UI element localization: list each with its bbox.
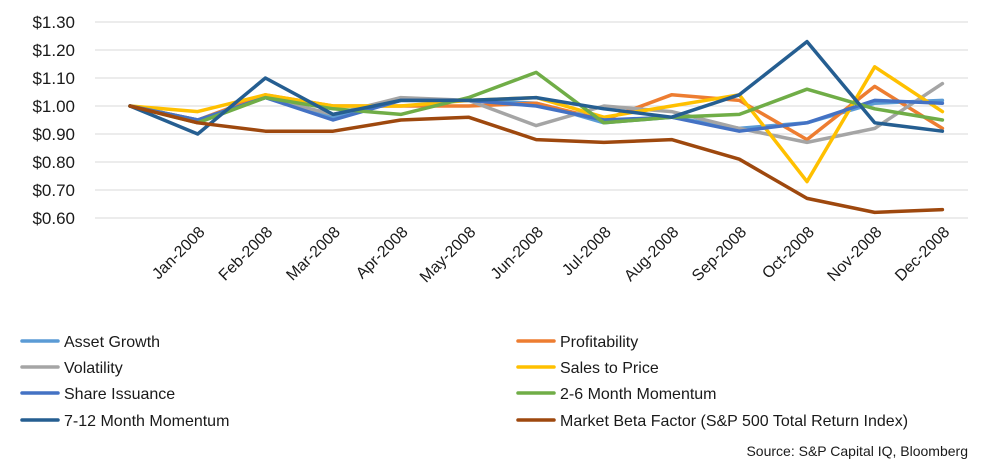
y-tick-label: $1.00: [32, 97, 75, 116]
legend-entry-label: 7-12 Month Momentum: [64, 413, 229, 430]
series-line-2-6-month-momentum: [128, 70, 945, 125]
gridlines: [95, 21, 968, 219]
y-tick-label: $0.60: [32, 209, 75, 228]
x-tick-label: Dec-2008: [892, 224, 953, 285]
x-tick-label: Oct-2008: [759, 224, 818, 283]
x-tick-label: Jan-2008: [149, 224, 208, 283]
y-tick-label: $0.70: [32, 181, 75, 200]
y-tick-label: $0.90: [32, 125, 75, 144]
legend: Asset Growth Profitability Volatility Sales…: [20, 334, 908, 430]
y-tick-label: $1.30: [32, 13, 75, 32]
x-tick-label: Feb-2008: [216, 224, 277, 285]
legend-entry-label: 2-6 Month Momentum: [560, 386, 717, 403]
legend-entry-label: Profitability: [560, 334, 638, 351]
y-axis-tick-labels: $0.60 $0.70 $0.80 $0.90 $1.00 $1.10 $1.20 $1.30: [32, 13, 75, 228]
x-tick-label: May-2008: [417, 224, 479, 286]
y-tick-label: $0.80: [32, 153, 75, 172]
legend-entry-label: Asset Growth: [64, 334, 160, 351]
x-tick-label: Mar-2008: [283, 224, 344, 285]
x-tick-label: Nov-2008: [824, 224, 885, 285]
x-tick-label: Jul-2008: [559, 224, 614, 279]
x-tick-label: Aug-2008: [621, 224, 682, 285]
legend-entry-label: Share Issuance: [64, 386, 175, 403]
y-tick-label: $1.20: [32, 41, 75, 60]
x-tick-label: Apr-2008: [353, 224, 412, 283]
x-axis-tick-labels: Jan-2008 Feb-2008 Mar-2008 Apr-2008 May-2008…: [149, 224, 953, 286]
legend-entry-label: Volatility: [64, 360, 123, 377]
series-line-7-12-month-momentum: [128, 39, 945, 136]
series-lines: [128, 39, 945, 215]
series-line-market-beta-factor-s-p-500-total-return-index: [128, 104, 945, 215]
x-tick-label: Jun-2008: [488, 224, 547, 283]
x-tick-label: Sep-2008: [689, 224, 750, 285]
legend-entry-label: Market Beta Factor (S&P 500 Total Return…: [560, 413, 908, 430]
y-tick-label: $1.10: [32, 69, 75, 88]
source-note: Source: S&P Capital IQ, Bloomberg: [746, 443, 968, 459]
legend-entry-label: Sales to Price: [560, 360, 659, 377]
